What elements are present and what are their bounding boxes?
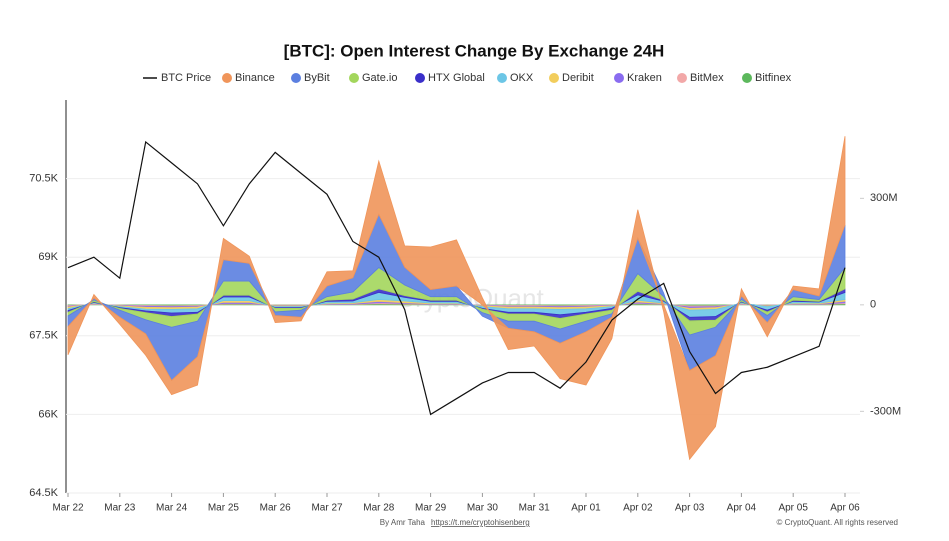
y-tick-label: 67.5K (29, 330, 58, 342)
legend-label: Deribit (562, 72, 594, 84)
legend-label: Kraken (627, 72, 662, 84)
legend-label: OKX (510, 72, 534, 84)
x-tick-label: Mar 28 (363, 503, 395, 514)
legend-marker (222, 73, 232, 83)
x-tick-label: Apr 01 (571, 503, 601, 514)
copyright: © CryptoQuant. All rights reserved (777, 518, 899, 527)
x-tick-label: Mar 24 (156, 503, 188, 514)
legend-marker (291, 73, 301, 83)
legend-marker (677, 73, 687, 83)
legend-marker (497, 73, 507, 83)
x-tick-label: Mar 31 (519, 503, 551, 514)
legend-label: Binance (235, 72, 275, 84)
legend-label: HTX Global (428, 72, 485, 84)
area (67, 136, 846, 461)
credit-link[interactable]: https://t.me/cryptohisenberg (431, 518, 530, 527)
legend-label: Gate.io (362, 72, 397, 84)
x-tick-label: Apr 03 (675, 503, 705, 514)
chart-title: [BTC]: Open Interest Change By Exchange … (284, 41, 665, 60)
legend-marker (415, 73, 425, 83)
legend-marker (549, 73, 559, 83)
x-tick-label: Mar 23 (104, 503, 136, 514)
x-tick-label: Apr 04 (727, 503, 757, 514)
legend-label: BTC Price (161, 72, 211, 84)
y-tick-label: 66K (38, 408, 58, 420)
y-tick-label: 70.5K (29, 173, 58, 185)
legend-label: ByBit (304, 72, 330, 84)
y2-tick-label: 300M (870, 192, 898, 204)
x-tick-label: Mar 26 (260, 503, 292, 514)
y-tick-label: 69K (38, 251, 58, 263)
x-tick-label: Mar 30 (467, 503, 499, 514)
legend-marker (742, 73, 752, 83)
x-tick-label: Mar 25 (208, 503, 240, 514)
credit: By Amr Taha (380, 518, 426, 527)
legend-label: BitMex (690, 72, 724, 84)
x-tick-label: Mar 22 (52, 503, 84, 514)
legend-label: Bitfinex (755, 72, 792, 84)
legend-marker (349, 73, 359, 83)
y2-tick-label: 0 (870, 299, 876, 311)
y2-tick-label: -300M (870, 405, 901, 417)
x-tick-label: Apr 05 (778, 503, 808, 514)
line (67, 140, 846, 416)
x-tick-label: Apr 06 (830, 503, 860, 514)
x-tick-label: Mar 27 (311, 503, 343, 514)
legend-marker (614, 73, 624, 83)
y-tick-label: 64.5K (29, 487, 58, 499)
x-tick-label: Apr 02 (623, 503, 653, 514)
x-tick-label: Mar 29 (415, 503, 447, 514)
